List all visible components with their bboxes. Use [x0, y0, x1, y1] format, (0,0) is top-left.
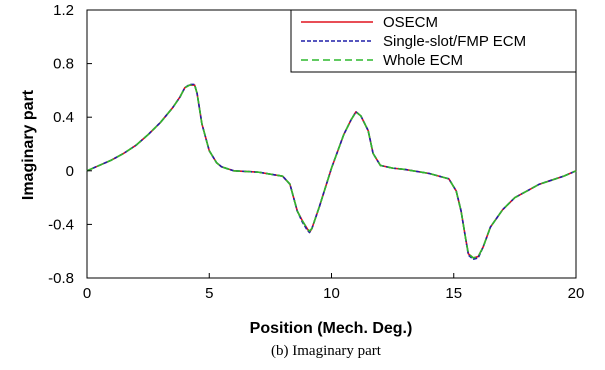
y-tick-label: -0.4: [48, 216, 74, 233]
series-line-3: [86, 84, 577, 259]
x-tick-label: 10: [323, 285, 340, 302]
figure-caption: (b) Imaginary part: [271, 343, 382, 359]
ticks-group: 0 5 10 15 20 -0.8 -0.4 0 0.4 0.8 1.2: [48, 2, 584, 302]
legend-label-1: OSECM: [383, 14, 438, 31]
x-tick-label: 20: [568, 285, 585, 302]
legend-label-3: Whole ECM: [383, 52, 463, 69]
y-tick-label: 1.2: [53, 2, 74, 19]
axes-group: [86, 9, 577, 279]
y-tick-label: 0.8: [53, 56, 74, 73]
legend-label-2: Single-slot/FMP ECM: [383, 33, 526, 50]
y-tick-label: -0.8: [48, 270, 74, 287]
y-tick-label: 0.4: [53, 109, 74, 126]
x-tick-label: 15: [445, 285, 462, 302]
legend: OSECM Single-slot/FMP ECM Whole ECM: [290, 9, 577, 73]
y-axis-title: Imaginary part: [20, 89, 37, 200]
x-tick-label: 5: [205, 285, 213, 302]
x-axis-title: Position (Mech. Deg.): [250, 320, 413, 337]
series-group: [86, 83, 577, 261]
y-tick-label: 0: [66, 163, 74, 180]
x-tick-label: 0: [83, 285, 91, 302]
